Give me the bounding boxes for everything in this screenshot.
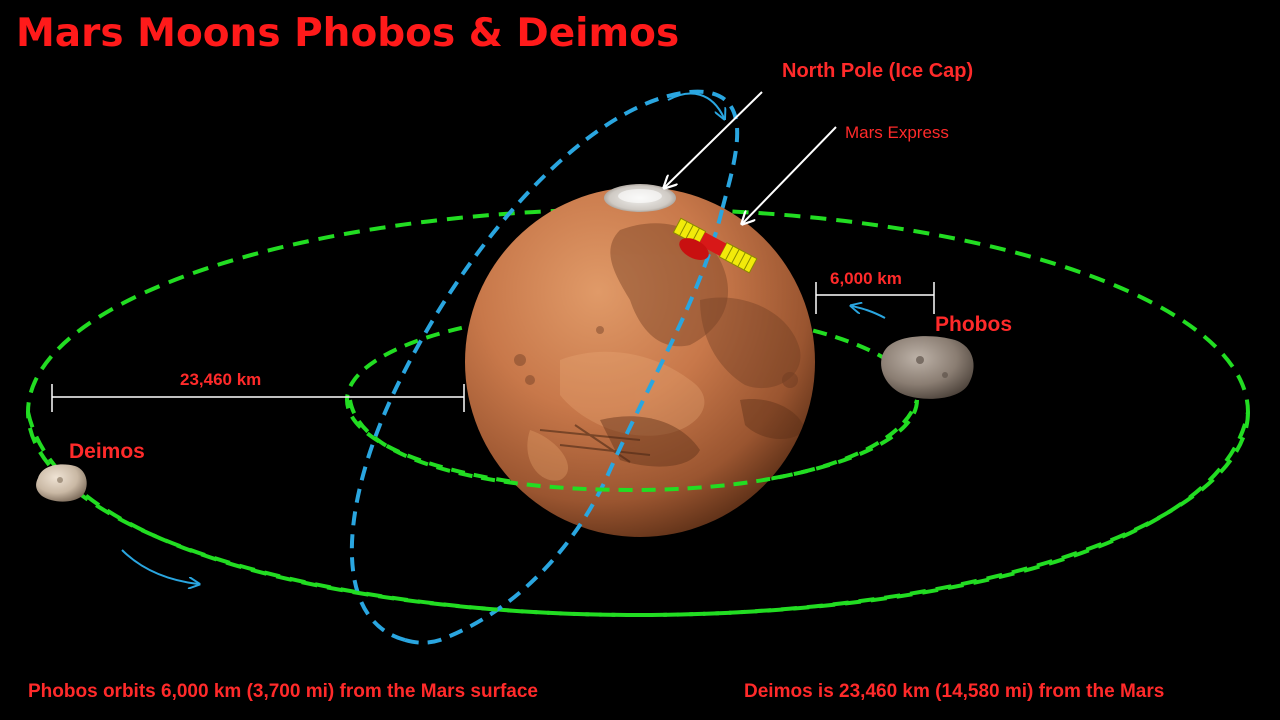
page-title: Mars Moons Phobos & Deimos bbox=[16, 11, 679, 56]
phobos-label: Phobos bbox=[935, 313, 1012, 336]
mars-express-pointer bbox=[742, 126, 837, 224]
phobos-footer-note: Phobos orbits 6,000 km (3,700 mi) from t… bbox=[28, 681, 538, 702]
polar-orbit-back bbox=[349, 89, 740, 642]
phobos-direction-arrow bbox=[852, 306, 886, 319]
polar-orbit-front bbox=[404, 209, 724, 645]
polar-orbit-direction-arrow bbox=[667, 92, 724, 118]
deimos-orbit-front bbox=[26, 411, 1250, 618]
phobos-distance-marker bbox=[815, 282, 935, 314]
mars-express-label: Mars Express bbox=[845, 123, 949, 142]
deimos-footer-note: Deimos is 23,460 km (14,580 mi) from the… bbox=[744, 681, 1164, 702]
deimos-label: Deimos bbox=[69, 440, 145, 463]
phobos-distance-label: 6,000 km bbox=[830, 269, 902, 288]
north-pole-label: North Pole (Ice Cap) bbox=[782, 60, 973, 82]
deimos-distance-label: 23,460 km bbox=[180, 370, 261, 389]
satellite-icon bbox=[672, 217, 758, 274]
phobos-moon-icon bbox=[881, 336, 974, 399]
north-pole-pointer bbox=[664, 91, 763, 188]
phobos-orbit-front bbox=[348, 399, 919, 493]
deimos-moon-icon bbox=[36, 464, 87, 502]
deimos-distance-marker bbox=[51, 384, 465, 412]
deimos-direction-arrow bbox=[121, 549, 198, 584]
